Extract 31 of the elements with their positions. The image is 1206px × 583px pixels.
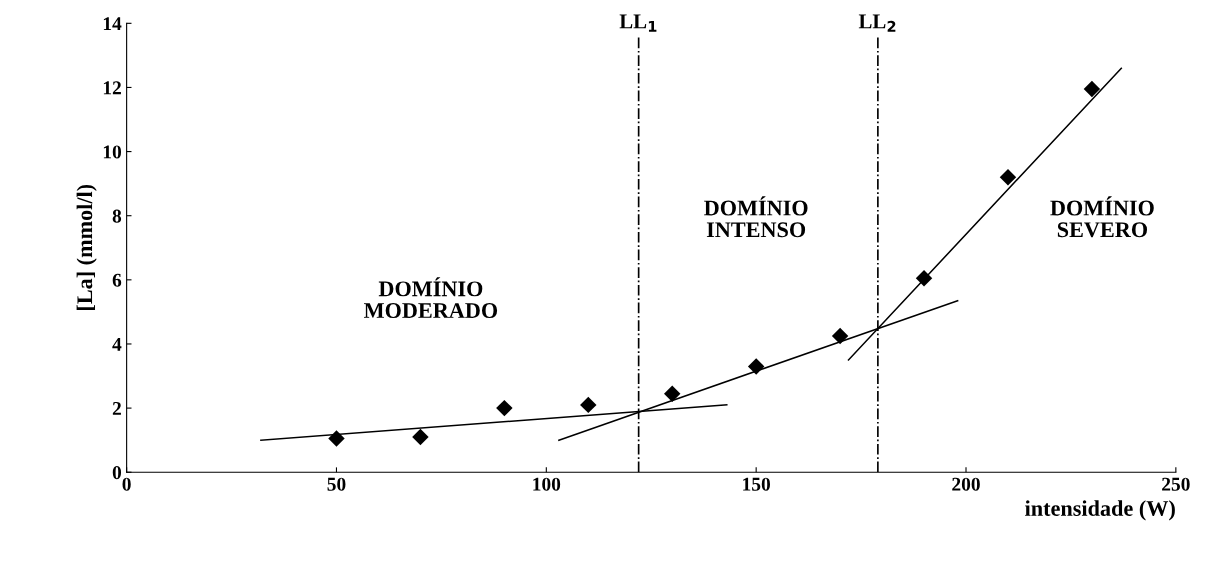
point <box>328 430 345 447</box>
point <box>580 396 597 414</box>
annotation: DOMÍNIO MODERADO <box>364 277 498 319</box>
point <box>915 270 933 287</box>
point <box>747 358 765 375</box>
x-axis-title: intensidade (W) <box>1025 500 1175 521</box>
x-tick-label: 0 <box>122 477 131 491</box>
y-tick-label: 2 <box>112 401 121 415</box>
y-tick-label: 8 <box>112 209 122 223</box>
point <box>1083 80 1101 98</box>
point <box>664 385 681 402</box>
y-tick-label: 4 <box>112 337 122 351</box>
point <box>496 399 513 417</box>
x-tick-label: 100 <box>533 477 561 491</box>
y-axis-title: [La] (mmol/l) <box>76 184 97 310</box>
point <box>412 428 429 446</box>
ref-line-label: LL$_{1}$ <box>619 14 657 32</box>
y-tick-label: 0 <box>112 466 122 480</box>
x-tick-label: 150 <box>743 477 770 491</box>
y-tick-label: 10 <box>103 145 122 159</box>
point <box>999 169 1017 186</box>
x-tick-label: 250 <box>1162 477 1190 491</box>
annotation: DOMÍNIO SEVERO <box>1050 196 1154 238</box>
point <box>831 327 849 345</box>
x-tick-label: 50 <box>327 477 346 491</box>
y-tick-label: 14 <box>103 17 122 31</box>
x-tick-label: 200 <box>952 477 980 491</box>
y-tick-label: 12 <box>103 81 121 95</box>
annotation: DOMÍNIO INTENSO <box>704 196 808 238</box>
y-tick-label: 6 <box>112 273 122 287</box>
ref-line-label: LL$_{2}$ <box>858 14 896 32</box>
